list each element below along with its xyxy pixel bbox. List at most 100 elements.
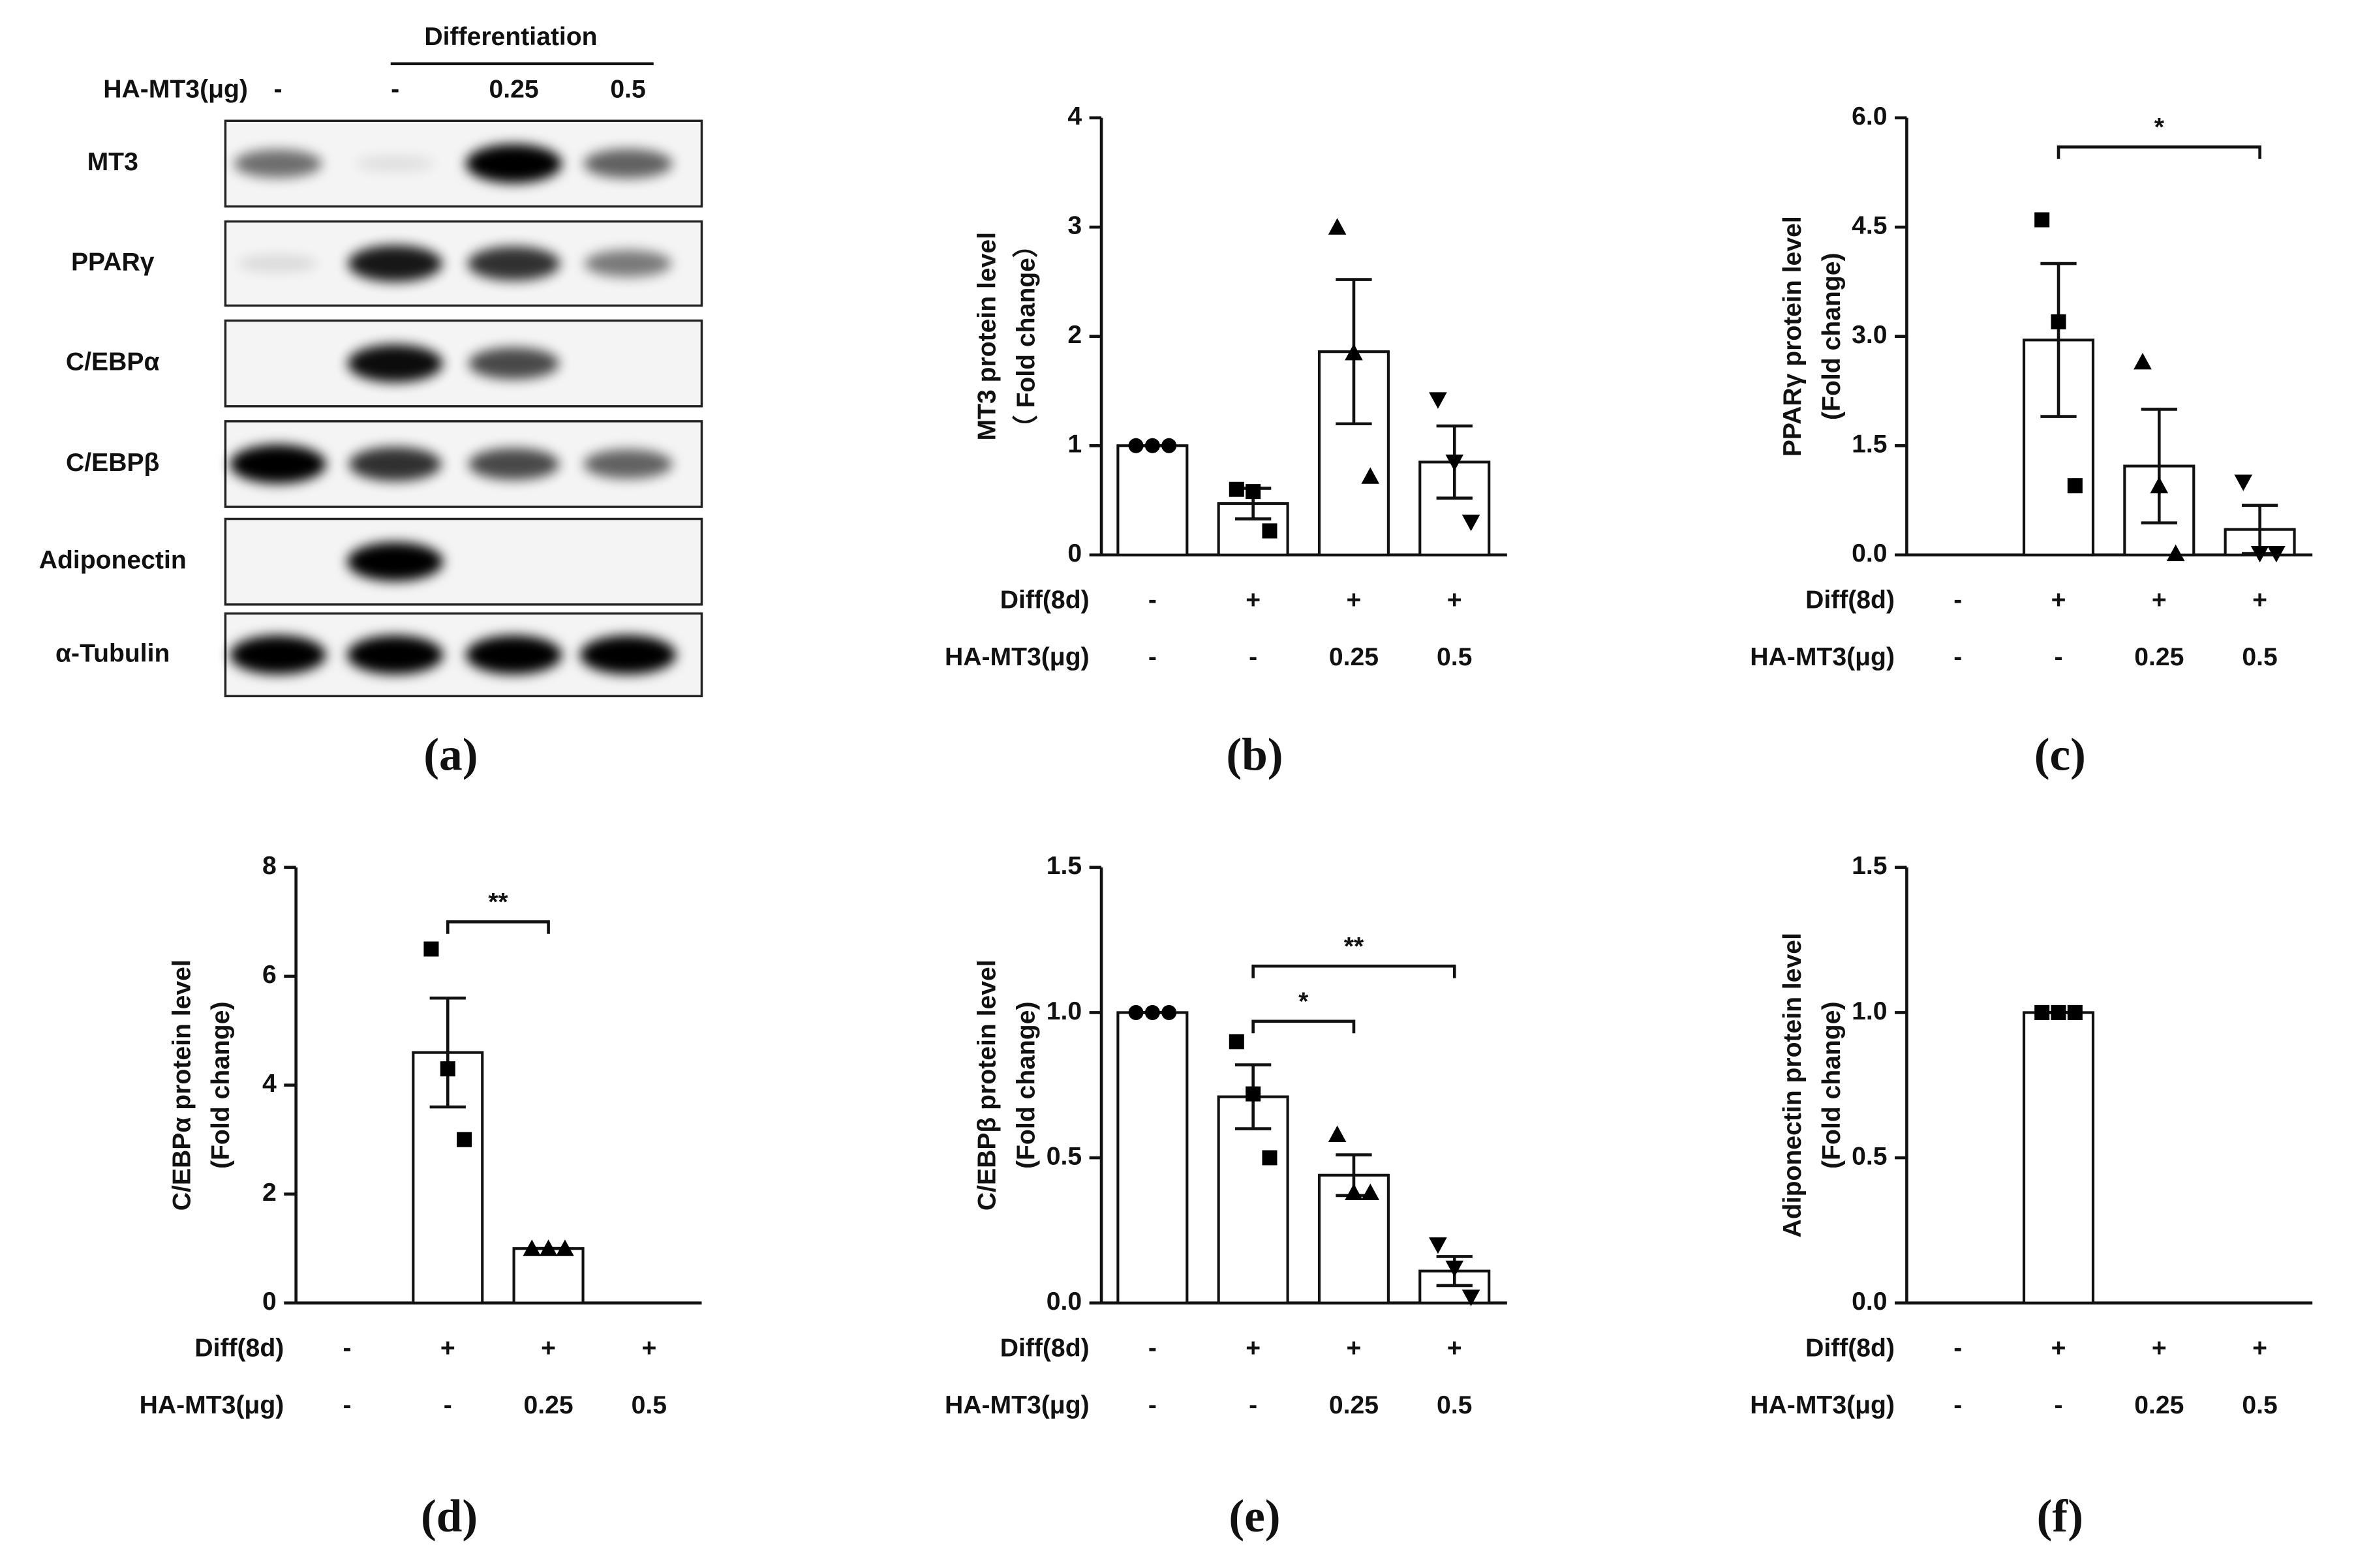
data-point: [1161, 438, 1177, 453]
data-point: [1262, 523, 1277, 539]
data-point: [1229, 1034, 1244, 1049]
condition-value: 0.25: [2134, 1391, 2184, 1419]
panel-label: (c): [2034, 729, 2086, 780]
y-axis-label: (Fold change): [1818, 1001, 1846, 1168]
condition-value: +: [2152, 1334, 2167, 1362]
condition-value: 0.5: [2242, 1391, 2277, 1419]
y-tick-label: 1.5: [1047, 852, 1082, 880]
data-point: [1445, 454, 1464, 472]
data-point: [1461, 1289, 1480, 1306]
blot-row-label: Adiponectin: [39, 547, 187, 575]
condition-value: +: [1347, 1334, 1362, 1362]
y-tick-label: 1.5: [1852, 430, 1887, 459]
y-axis-label: (Fold change): [1013, 1001, 1041, 1168]
blot-row-label: C/EBPβ: [66, 449, 159, 477]
condition-value: -: [1249, 1391, 1257, 1419]
condition-value: +: [1447, 586, 1462, 614]
significance-bracket: [2057, 145, 2261, 159]
condition-value: +: [1447, 1334, 1462, 1362]
data-point: [1328, 1125, 1347, 1142]
band: [234, 149, 322, 178]
data-point: [423, 941, 439, 957]
blot-header: Differentiation: [424, 23, 597, 51]
data-point: [1144, 1004, 1160, 1020]
condition-value: +: [541, 1334, 556, 1362]
y-tick-label: 8: [262, 852, 277, 880]
y-tick-label: 3.0: [1852, 321, 1887, 349]
condition-value: -: [1953, 1334, 1962, 1362]
band: [468, 448, 560, 480]
condition-value: -: [1953, 586, 1962, 614]
data-point: [1144, 438, 1160, 453]
significance-bracket: [1251, 1019, 1356, 1034]
condition-value: -: [1249, 643, 1257, 671]
data-point: [1246, 484, 1261, 500]
panel-label: (b): [1226, 729, 1283, 780]
band: [346, 635, 444, 674]
condition-value: -: [1148, 1391, 1157, 1419]
y-tick-label: 0: [262, 1288, 277, 1316]
condition-label: HA-MT3(μg): [1750, 1391, 1895, 1419]
data-point: [2034, 212, 2050, 228]
condition-value: +: [2152, 586, 2167, 614]
band: [355, 155, 435, 172]
error-bar: [2040, 262, 2077, 418]
significance-label: **: [1344, 933, 1364, 961]
blot-row: [224, 319, 703, 408]
condition-value: +: [1246, 586, 1261, 614]
y-tick-label: 1.5: [1852, 852, 1887, 880]
condition-value: +: [2051, 1334, 2066, 1362]
y-tick-label: 4: [1067, 102, 1082, 130]
condition-value: -: [444, 1391, 452, 1419]
data-point: [523, 1239, 542, 1256]
y-axis-label: PPARγ protein level: [1779, 216, 1807, 457]
blot-row-label: α-Tubulin: [55, 639, 170, 667]
error-bar: [429, 996, 466, 1109]
data-point: [1229, 481, 1244, 497]
panel-label: (a): [423, 729, 478, 780]
significance-bracket: [446, 920, 550, 934]
data-point: [1262, 1150, 1277, 1166]
blot-row-label: MT3: [87, 148, 138, 176]
data-point: [1361, 1183, 1380, 1200]
data-point: [1128, 1004, 1144, 1020]
condition-label: Diff(8d): [194, 1334, 284, 1362]
condition-label: HA-MT3(μg): [945, 1391, 1090, 1419]
bar: [2022, 1011, 2095, 1304]
y-tick-label: 0: [1067, 539, 1082, 567]
blot-row: [224, 517, 703, 606]
band: [348, 245, 442, 282]
condition-value: 0.25: [1329, 1391, 1379, 1419]
data-point: [2051, 1004, 2066, 1020]
condition-value: 0.5: [2242, 643, 2277, 671]
condition-value: 0.25: [523, 1391, 573, 1419]
y-tick-label: 1.0: [1852, 997, 1887, 1025]
y-axis-label: （ Fold change）: [1013, 232, 1041, 441]
condition-label: HA-MT3(μg): [140, 1391, 284, 1419]
condition-label: HA-MT3(μg): [945, 643, 1090, 671]
data-point: [2134, 353, 2152, 370]
error-bar: [2141, 408, 2177, 524]
data-point: [1461, 515, 1480, 532]
lane-label: 0.25: [489, 76, 539, 104]
y-tick-label: 3: [1067, 212, 1082, 240]
data-point: [2150, 476, 2169, 494]
band: [348, 447, 442, 481]
band: [583, 149, 673, 179]
condition-value: 0.25: [1329, 643, 1379, 671]
data-point: [1345, 344, 1363, 361]
condition-value: 0.5: [632, 1391, 667, 1419]
y-tick-label: 0.0: [1047, 1288, 1082, 1316]
condition-value: -: [2055, 643, 2063, 671]
condition-value: -: [1148, 643, 1157, 671]
condition-value: +: [2252, 586, 2267, 614]
condition-value: -: [1953, 643, 1962, 671]
condition-value: 0.5: [1437, 643, 1472, 671]
data-point: [539, 1239, 558, 1256]
condition-value: 0.25: [2134, 643, 2184, 671]
data-point: [1361, 467, 1380, 484]
band: [347, 344, 443, 383]
data-point: [440, 1061, 455, 1077]
bar: [1217, 1095, 1289, 1304]
band: [230, 635, 326, 674]
